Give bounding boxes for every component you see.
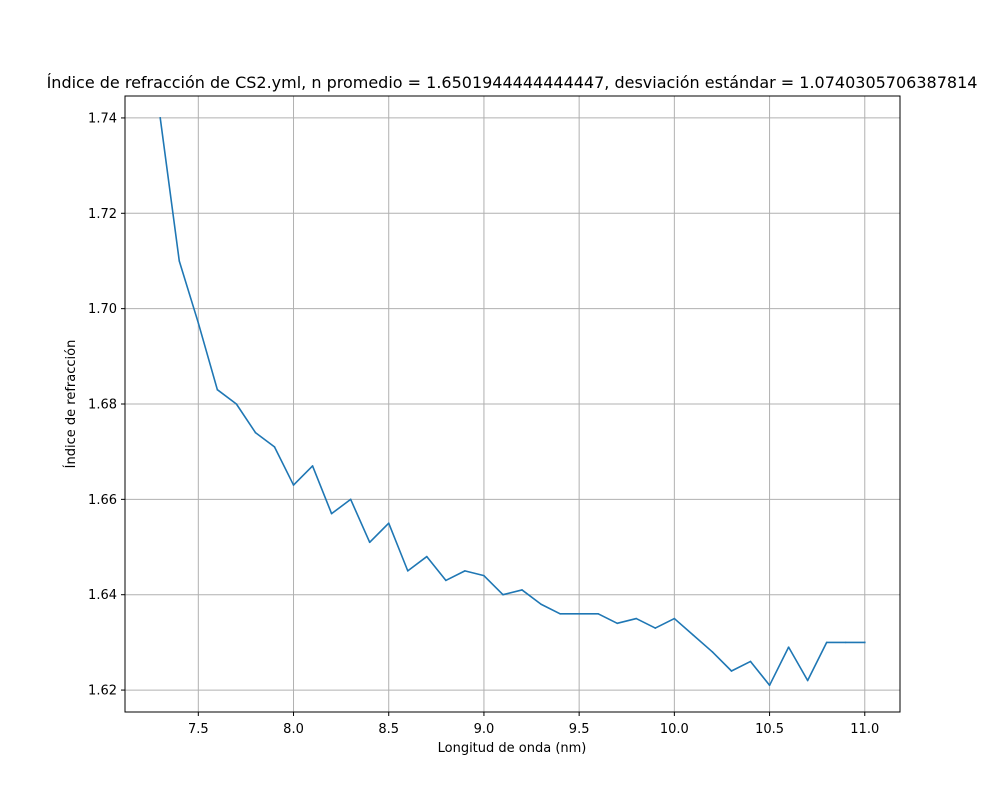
- y-axis-label: Índice de refracción: [63, 340, 79, 469]
- grid: [125, 96, 900, 712]
- data-point: [159, 117, 162, 119]
- data-point: [654, 627, 657, 629]
- x-tick-label: 8.0: [283, 722, 304, 737]
- data-point: [426, 555, 428, 558]
- data-point: [768, 684, 771, 687]
- y-tick-label: 1.68: [88, 398, 117, 413]
- y-tick-label: 1.64: [88, 588, 117, 603]
- data-point: [749, 660, 752, 663]
- data-point: [330, 512, 333, 515]
- x-tick-label: 10.0: [660, 722, 689, 737]
- x-tick-label: 10.5: [755, 722, 784, 737]
- data-point: [825, 641, 828, 644]
- x-tick-label: 8.5: [378, 722, 399, 737]
- data-point: [387, 522, 390, 524]
- series-line: [159, 117, 866, 687]
- data-point: [863, 641, 866, 644]
- data-point: [787, 646, 790, 648]
- data-point: [273, 446, 276, 448]
- data-point: [311, 465, 314, 467]
- data-point: [635, 617, 638, 620]
- data-point: [368, 541, 371, 544]
- y-tick-label: 1.72: [88, 207, 117, 222]
- data-point: [445, 579, 447, 582]
- data-point: [521, 589, 523, 591]
- y-tick-label: 1.70: [88, 302, 117, 317]
- x-axis-ticks: 7.5 8.0 8.5 9.0 9.5 10.0 10.5 11.0: [188, 712, 879, 737]
- chart-title: Índice de refracción de CS2.yml, n prome…: [47, 73, 978, 92]
- data-point: [692, 634, 695, 637]
- x-tick-label: 7.5: [188, 722, 209, 737]
- data-point: [730, 670, 733, 672]
- data-point: [406, 570, 409, 572]
- data-point: [197, 322, 200, 324]
- data-point: [597, 612, 599, 615]
- data-point: [673, 617, 676, 620]
- x-tick-label: 9.5: [569, 722, 590, 737]
- data-point: [578, 612, 580, 615]
- y-tick-label: 1.62: [88, 684, 117, 699]
- x-tick-label: 11.0: [850, 722, 879, 737]
- x-tick-label: 9.0: [474, 722, 495, 737]
- data-point: [216, 388, 219, 391]
- data-point: [349, 498, 352, 501]
- y-tick-label: 1.74: [88, 111, 117, 126]
- y-tick-label: 1.66: [88, 493, 117, 508]
- data-point: [711, 651, 714, 653]
- data-point: [235, 403, 238, 405]
- data-point: [844, 641, 847, 644]
- data-point: [806, 679, 809, 682]
- data-point: [178, 260, 181, 262]
- data-point: [559, 612, 561, 615]
- y-axis-ticks: 1.62 1.64 1.66 1.68 1.70 1.72 1.74: [88, 111, 125, 699]
- series-layer: [159, 117, 866, 687]
- data-point: [616, 622, 619, 625]
- data-point: [540, 603, 542, 606]
- data-point: [483, 574, 485, 577]
- data-point: [502, 593, 504, 596]
- data-point: [292, 484, 295, 486]
- x-axis-label: Longitud de onda (nm): [438, 741, 587, 756]
- data-point: [254, 431, 257, 434]
- data-point: [464, 570, 466, 572]
